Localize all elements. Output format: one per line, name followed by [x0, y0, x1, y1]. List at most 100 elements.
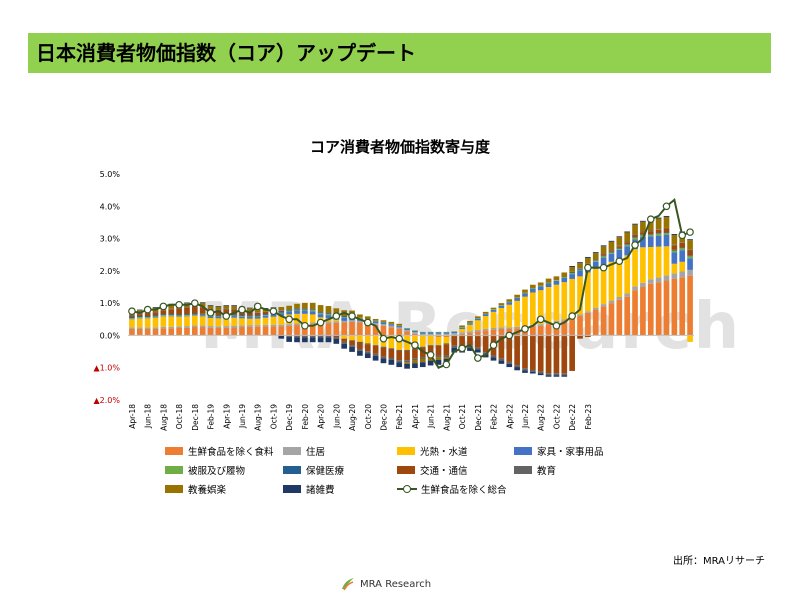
core-cpi-point — [521, 325, 529, 333]
bar-segment — [522, 293, 528, 297]
bar-segment — [254, 317, 261, 319]
bar-segment — [144, 327, 151, 329]
bar-segment — [679, 271, 686, 278]
bar-segment — [136, 328, 143, 336]
bar-segment — [176, 316, 182, 317]
bar-segment — [286, 337, 292, 342]
bar-segment — [404, 331, 410, 336]
legend-label: 被服及び履物 — [188, 466, 246, 477]
bar-segment — [412, 363, 418, 369]
bar-segment — [522, 336, 528, 369]
bar-segment — [207, 327, 214, 336]
core-cpi-point — [474, 354, 482, 362]
bar-segment — [585, 272, 591, 312]
core-cpi-point — [269, 307, 278, 316]
bar-segment — [341, 320, 348, 323]
bar-segment — [333, 322, 340, 336]
core-cpi-point — [175, 300, 183, 309]
bar-segment — [459, 327, 465, 328]
bar-segment — [600, 256, 607, 258]
x-tick-label: Feb-20 — [301, 404, 310, 430]
bar-segment — [592, 259, 599, 261]
bar-segment — [199, 315, 206, 317]
bar-segment — [435, 333, 442, 336]
bar-segment — [419, 331, 426, 333]
bar-segment — [624, 232, 631, 242]
bar-segment — [490, 309, 497, 310]
bar-segment — [388, 359, 395, 365]
bar-segment — [616, 236, 623, 238]
bar-segment — [679, 250, 686, 262]
bar-segment — [396, 360, 403, 363]
legend-label: 教育 — [537, 466, 557, 477]
bar-segment — [372, 323, 379, 325]
legend-swatch — [397, 466, 415, 474]
bar-segment — [239, 316, 245, 319]
bar-segment — [278, 311, 285, 313]
bar-segment — [396, 349, 403, 351]
bar-segment — [608, 261, 615, 301]
bar-segment — [608, 253, 615, 262]
bar-segment — [207, 317, 214, 318]
header-bar: 日本消費者物価指数（コア）アップデート — [28, 33, 771, 73]
bar-segment — [537, 290, 544, 325]
x-tick-label: Jun-21 — [427, 404, 436, 429]
bar-segment — [278, 310, 285, 312]
bar-segment — [490, 357, 497, 361]
bar-segment — [530, 284, 536, 288]
bar-segment — [349, 320, 355, 322]
bar-segment — [388, 348, 395, 349]
x-tick-label: Dec-22 — [568, 404, 577, 431]
bar-segment — [286, 311, 292, 315]
bar-segment — [286, 324, 292, 326]
bar-segment — [341, 343, 348, 349]
bar-segment — [404, 350, 410, 361]
footer-logo: MRA Research — [340, 576, 431, 592]
bar-segment — [239, 316, 245, 317]
bar-segment — [152, 317, 159, 328]
bar-segment — [671, 273, 678, 279]
legend-item: 諸雑費 — [283, 482, 335, 496]
bar-segment — [341, 341, 348, 344]
bar-segment — [585, 256, 591, 258]
legend-swatch — [283, 485, 301, 493]
x-tick-label: Apr-18 — [128, 404, 137, 429]
bar-segment — [372, 345, 379, 346]
bar-segment — [545, 283, 552, 287]
bar-segment — [207, 316, 214, 318]
legend-item: 住居 — [283, 444, 325, 458]
bar-segment — [333, 319, 340, 322]
bar-segment — [474, 347, 481, 350]
bar-segment — [537, 325, 544, 336]
bar-segment — [309, 337, 316, 343]
bar-segment — [427, 357, 434, 361]
bar-segment — [184, 315, 190, 316]
bar-segment — [199, 327, 206, 336]
bar-segment — [640, 287, 646, 336]
bar-segment — [490, 355, 497, 358]
bar-segment — [592, 260, 599, 261]
bar-segment — [223, 305, 230, 306]
bar-segment — [191, 325, 198, 328]
core-cpi-point — [159, 302, 168, 311]
bar-segment — [278, 324, 285, 327]
bar-segment — [577, 268, 583, 269]
bar-segment — [396, 323, 403, 326]
bar-segment — [372, 324, 379, 336]
bar-segment — [545, 287, 552, 323]
bar-segment — [427, 345, 434, 356]
bar-segment — [616, 249, 623, 259]
bar-segment — [632, 249, 638, 287]
legend-label: 住居 — [306, 447, 326, 458]
bar-segment — [404, 328, 410, 330]
bar-segment — [498, 305, 505, 308]
bar-segment — [553, 320, 560, 323]
bar-segment — [687, 335, 693, 342]
bar-segment — [309, 314, 316, 323]
legend-swatch — [397, 447, 415, 455]
bar-segment — [199, 302, 206, 303]
bar-segment — [152, 317, 159, 318]
bar-segment — [522, 289, 528, 293]
bar-segment — [136, 314, 143, 317]
bar-segment — [537, 286, 544, 291]
